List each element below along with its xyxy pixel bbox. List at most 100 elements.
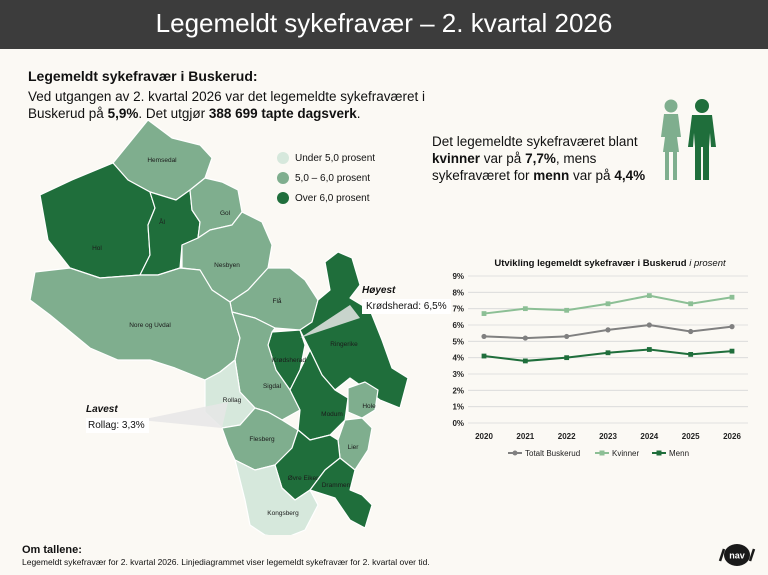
y-tick-label: 9% bbox=[452, 272, 464, 281]
legend-label: Kvinner bbox=[612, 449, 639, 458]
y-tick-label: 7% bbox=[452, 305, 464, 314]
nav-logo-text: nav bbox=[729, 551, 745, 561]
gender-line-c: , mens sykefraværet for bbox=[432, 151, 597, 183]
data-point bbox=[646, 293, 652, 298]
x-tick-label: 2022 bbox=[558, 432, 576, 441]
y-tick-label: 5% bbox=[452, 337, 464, 346]
map-label-ringerike: Ringerike bbox=[330, 341, 358, 348]
callout-highest-title: Høyest bbox=[362, 285, 396, 296]
map-label-nesbyen: Nesbyen bbox=[214, 262, 240, 269]
map-label-gol: Gol bbox=[220, 210, 231, 217]
chart-title-unit: i prosent bbox=[689, 258, 726, 269]
map-label-rollag: Rollag bbox=[223, 397, 242, 404]
women-value: 7,7% bbox=[525, 151, 556, 166]
gender-line-a: Det legemeldte sykefraværet blant bbox=[432, 134, 638, 149]
y-tick-label: 1% bbox=[452, 403, 464, 412]
footer-title-text: Om tallene bbox=[22, 544, 79, 556]
data-point bbox=[605, 350, 611, 356]
page-header: Legemeldt sykefravær – 2. kvartal 2026 bbox=[0, 0, 768, 49]
high-callout-pointer bbox=[300, 305, 360, 338]
map-label-lier: Lier bbox=[348, 444, 360, 451]
municipality-kongsberg bbox=[234, 459, 319, 535]
data-point bbox=[564, 333, 570, 340]
legend-item-mid: 5,0 – 6,0 prosent bbox=[277, 168, 375, 188]
legend-label: Menn bbox=[669, 449, 689, 458]
women-label: kvinner bbox=[432, 151, 481, 166]
callout-highest-text: Krødsherad: 6,5% bbox=[362, 299, 451, 314]
data-point bbox=[646, 347, 652, 352]
low-callout-pointer bbox=[140, 402, 228, 428]
legend-item-low: Under 5,0 prosent bbox=[277, 148, 375, 168]
map-label-ovre-eiker: Øvre Eiker bbox=[288, 475, 320, 482]
data-point bbox=[481, 353, 487, 359]
map-label-hole: Hole bbox=[362, 403, 376, 410]
legend-marker bbox=[599, 450, 605, 456]
footer-title: Om tallene: bbox=[22, 544, 82, 556]
data-point bbox=[729, 348, 735, 354]
data-point bbox=[522, 358, 528, 364]
map-label-kongsberg: Kongsberg bbox=[267, 510, 299, 517]
woman-figure-icon bbox=[661, 99, 681, 180]
intro-value-days: 388 699 tapte dagsverk bbox=[208, 106, 357, 121]
map-label-drammen: Drammen bbox=[322, 482, 351, 489]
legend-marker bbox=[656, 450, 662, 456]
nav-logo: nav bbox=[718, 544, 756, 566]
intro-text: Ved utgangen av 2. kvartal 2026 var det … bbox=[28, 88, 448, 122]
gender-line-b: var på bbox=[480, 151, 526, 166]
municipality-hole bbox=[347, 381, 379, 419]
map-label-krodsherad: Krødsherad bbox=[272, 357, 306, 364]
intro-line-b: . Det utgjør bbox=[138, 106, 209, 121]
map-legend: Under 5,0 prosent 5,0 – 6,0 prosent Over… bbox=[277, 148, 375, 208]
data-point bbox=[564, 355, 570, 361]
chart-title-main: Utvikling legemeldt sykefravær i Buskeru… bbox=[494, 258, 687, 269]
data-point bbox=[729, 324, 735, 330]
municipality-modum bbox=[289, 349, 349, 441]
intro-line-c: . bbox=[356, 106, 361, 121]
x-tick-label: 2024 bbox=[640, 432, 658, 441]
legend-swatch-mid bbox=[277, 172, 289, 184]
callout-lowest-text: Rollag: 3,3% bbox=[86, 418, 149, 433]
men-label: menn bbox=[533, 168, 570, 183]
legend-swatch-high bbox=[277, 192, 289, 204]
x-tick-label: 2020 bbox=[475, 432, 493, 441]
legend-swatch-low bbox=[277, 152, 289, 164]
page-title: Legemeldt sykefravær – 2. kvartal 2026 bbox=[155, 8, 613, 38]
legend-marker bbox=[512, 450, 518, 456]
man-figure-icon bbox=[688, 99, 716, 180]
legend-item-high: Over 6,0 prosent bbox=[277, 188, 375, 208]
map-label-modum: Modum bbox=[321, 411, 343, 418]
y-tick-label: 4% bbox=[452, 354, 464, 363]
data-point bbox=[729, 294, 735, 300]
data-point bbox=[688, 352, 694, 357]
data-point bbox=[522, 335, 528, 341]
chart-title: Utvikling legemeldt sykefravær i Buskeru… bbox=[470, 258, 750, 269]
y-tick-label: 3% bbox=[452, 370, 464, 379]
intro-value-percent: 5,9% bbox=[107, 106, 139, 121]
data-point bbox=[564, 307, 570, 313]
municipality-drammen bbox=[309, 457, 373, 529]
map-label-flesberg: Flesberg bbox=[249, 436, 275, 443]
line-chart: 0% 1% 2% 3% 4% 5% 6% 7% 8% 9% 2020 2021 2022 2023 2024… bbox=[452, 272, 748, 458]
data-point bbox=[605, 301, 611, 307]
y-tick-label: 2% bbox=[452, 386, 464, 395]
data-point bbox=[605, 327, 611, 333]
men-value: 4,4% bbox=[614, 168, 646, 183]
legend-label-low: Under 5,0 prosent bbox=[295, 152, 376, 164]
data-point bbox=[688, 328, 694, 335]
x-tick-label: 2025 bbox=[682, 432, 700, 441]
gender-line-d: var på bbox=[569, 168, 615, 183]
map-label-nore-og-uvdal: Nore og Uvdal bbox=[129, 322, 171, 329]
data-point bbox=[646, 322, 652, 328]
callout-lowest: Lavest Rollag: 3,3% bbox=[86, 404, 149, 433]
map-label-al: Ål bbox=[159, 217, 165, 226]
legend-label-high: Over 6,0 prosent bbox=[295, 192, 370, 204]
buskerud-map: Hemsedal Hol Ål Gol Nesbyen Flå Nore og … bbox=[29, 119, 409, 535]
data-point bbox=[481, 333, 487, 340]
x-tick-label: 2023 bbox=[599, 432, 617, 441]
data-point bbox=[688, 301, 694, 307]
map-label-fla: Flå bbox=[272, 297, 281, 305]
footer-text: Legemeldt sykefravær for 2. kvartal 2026… bbox=[22, 557, 430, 567]
y-tick-label: 8% bbox=[452, 288, 464, 297]
intro-title: Legemeldt sykefravær i Buskerud: bbox=[28, 68, 258, 84]
y-tick-label: 0% bbox=[452, 419, 464, 428]
